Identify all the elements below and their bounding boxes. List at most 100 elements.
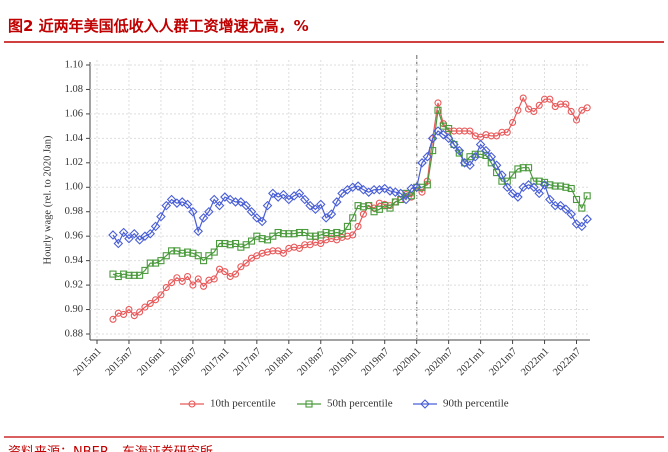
marker <box>118 227 129 238</box>
marker <box>295 228 304 237</box>
marker <box>438 129 449 140</box>
marker <box>168 247 176 255</box>
marker <box>417 158 427 168</box>
marker <box>221 239 229 248</box>
marker <box>493 132 501 140</box>
marker <box>173 274 181 282</box>
marker <box>381 202 389 210</box>
marker <box>514 165 522 173</box>
y-tick-label: 1.00 <box>65 182 83 193</box>
marker <box>241 200 251 211</box>
marker <box>422 151 433 162</box>
y-axis-label: Hourly wage (rel. to 2020 Jan) <box>42 135 53 264</box>
marker <box>258 235 266 243</box>
legend-marker <box>305 400 313 408</box>
marker <box>237 243 245 251</box>
y-tick-label: 0.88 <box>65 328 83 339</box>
marker <box>523 180 534 190</box>
marker <box>231 270 240 278</box>
marker <box>210 248 218 256</box>
y-tick-label: 1.04 <box>65 133 84 144</box>
marker <box>331 197 342 207</box>
marker <box>401 194 411 205</box>
marker <box>343 222 351 230</box>
marker <box>242 259 250 267</box>
marker <box>583 104 591 112</box>
x-tick-label: 2015m7 <box>104 346 136 378</box>
marker <box>114 272 122 281</box>
marker <box>445 125 453 133</box>
marker <box>578 204 586 212</box>
marker <box>539 180 550 190</box>
marker <box>109 315 117 323</box>
marker <box>429 134 437 142</box>
marker <box>269 232 277 240</box>
source-note: 资料来源：NBER，东海证券研究所 <box>8 444 213 452</box>
marker <box>466 153 474 161</box>
marker <box>252 213 262 223</box>
marker <box>168 279 176 287</box>
marker <box>125 271 133 279</box>
marker <box>145 228 156 239</box>
marker <box>556 100 565 108</box>
marker <box>150 221 161 232</box>
marker <box>562 100 570 108</box>
marker <box>459 158 470 168</box>
marker <box>162 283 170 292</box>
marker <box>257 216 267 227</box>
marker <box>125 305 133 314</box>
marker <box>572 116 581 124</box>
marker <box>411 182 422 193</box>
marker <box>161 200 172 211</box>
marker <box>295 244 304 252</box>
marker <box>454 145 465 156</box>
marker <box>375 205 383 213</box>
marker <box>535 177 543 185</box>
marker <box>353 181 363 191</box>
marker <box>406 183 417 194</box>
marker <box>225 194 235 205</box>
marker <box>567 184 575 193</box>
marker <box>226 241 234 249</box>
marker <box>141 266 149 274</box>
marker <box>551 182 559 190</box>
marker <box>386 204 394 212</box>
marker <box>290 230 298 238</box>
marker <box>487 132 495 140</box>
marker <box>210 275 218 283</box>
marker <box>109 270 117 278</box>
marker <box>370 208 378 216</box>
marker <box>434 106 442 114</box>
x-tick-label: 2021m1 <box>455 346 487 378</box>
marker <box>461 127 469 135</box>
marker <box>503 128 511 136</box>
chart-title: 图2 近两年美国低收入人群工资增速尤高，% <box>8 17 309 35</box>
marker <box>449 139 459 150</box>
series-line <box>112 96 588 320</box>
marker <box>582 214 592 224</box>
x-tick-label: 2022m7 <box>551 346 583 378</box>
marker <box>333 228 341 237</box>
marker <box>535 101 543 109</box>
y-tick-label: 1.10 <box>65 59 83 70</box>
marker <box>359 203 367 211</box>
marker <box>390 187 401 197</box>
marker <box>326 209 337 219</box>
marker <box>507 188 518 199</box>
marker <box>534 188 545 199</box>
marker <box>562 183 570 191</box>
x-tick-label: 2019m1 <box>327 346 359 378</box>
marker <box>301 228 309 237</box>
marker <box>556 182 565 190</box>
marker <box>475 139 486 150</box>
marker <box>279 249 288 257</box>
marker <box>349 231 357 239</box>
marker <box>268 188 278 199</box>
marker <box>209 194 219 205</box>
marker <box>284 194 294 205</box>
marker <box>204 206 214 217</box>
marker <box>514 106 522 114</box>
marker <box>157 257 165 265</box>
marker <box>385 186 395 196</box>
